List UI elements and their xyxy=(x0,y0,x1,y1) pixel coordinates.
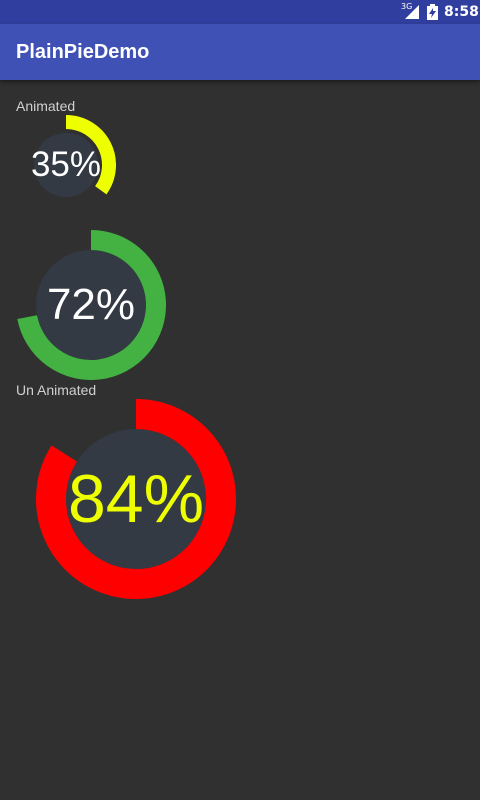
pie-percent-label: 84% xyxy=(67,461,205,537)
status-bar: 3G 8:58 xyxy=(0,0,480,24)
pie-inner-circle xyxy=(66,429,206,569)
network-type-label: 3G xyxy=(401,2,413,11)
battery-icon xyxy=(427,4,438,20)
animated-pie-small[interactable]: 35% xyxy=(16,115,116,215)
pie-inner-circle xyxy=(36,250,146,360)
status-time: 8:58 xyxy=(444,4,479,20)
pie-progress-arc xyxy=(65,115,116,195)
app-title: PlainPieDemo xyxy=(16,41,150,63)
un-animated-section-label: Un Animated xyxy=(16,382,97,398)
signal-icon xyxy=(405,5,419,19)
pie-progress-arc xyxy=(36,399,236,599)
app-bar: PlainPieDemo xyxy=(0,24,480,80)
pie-progress-arc xyxy=(17,230,166,380)
un-animated-pie[interactable]: 84% xyxy=(36,399,236,599)
pie-inner-circle xyxy=(34,133,98,197)
animated-pie-medium[interactable]: 72% xyxy=(16,230,166,380)
animated-section-label: Animated xyxy=(16,98,76,114)
pie-percent-label: 35% xyxy=(30,145,102,184)
pie-percent-label: 72% xyxy=(46,280,136,329)
